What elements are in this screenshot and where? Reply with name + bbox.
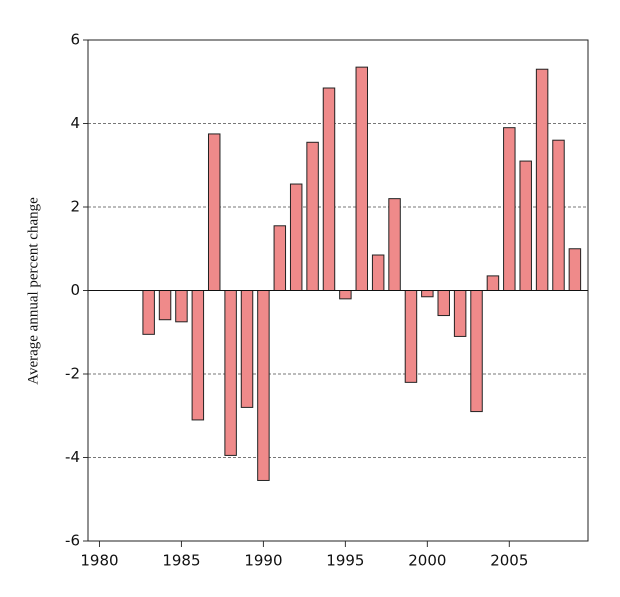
x-tick-label: 1990: [244, 552, 282, 570]
bar: [339, 290, 352, 300]
bar: [388, 198, 401, 291]
y-tick-label: -2: [65, 365, 80, 383]
bar: [503, 127, 516, 291]
bar: [568, 248, 582, 291]
bar: [355, 66, 369, 291]
bar: [240, 290, 254, 408]
bar: [224, 290, 237, 456]
bar: [289, 183, 303, 292]
y-tick-label: -4: [65, 448, 80, 466]
bar: [322, 87, 336, 291]
bar: [453, 290, 467, 337]
bar: [486, 275, 500, 292]
bar: [519, 160, 532, 291]
plot-frame: [87, 39, 589, 542]
bar: [191, 290, 205, 421]
bar: [552, 139, 565, 291]
x-tick-label: 2000: [408, 552, 446, 570]
bar: [207, 133, 221, 291]
y-tick-label: 2: [70, 198, 80, 216]
bar: [437, 290, 450, 317]
bar: [257, 290, 270, 481]
bar: [142, 290, 155, 335]
bar: [470, 290, 483, 413]
y-tick-label: 4: [70, 114, 80, 132]
bar: [158, 290, 172, 321]
bar: [175, 290, 188, 323]
bar: [306, 141, 319, 291]
y-axis-label: Average annual percent change: [25, 197, 41, 385]
x-tick-label: 1985: [162, 552, 200, 570]
y-tick-label: 6: [70, 31, 80, 49]
bar: [273, 225, 287, 292]
y-tick-label: -6: [65, 532, 80, 550]
x-tick-label: 1995: [326, 552, 364, 570]
bar: [421, 290, 434, 298]
x-tick-label: 1980: [80, 552, 118, 570]
bar: [404, 290, 418, 383]
bar: [371, 254, 385, 291]
y-tick-label: 0: [70, 281, 80, 299]
bar: [535, 68, 549, 291]
x-tick-label: 2005: [490, 552, 528, 570]
